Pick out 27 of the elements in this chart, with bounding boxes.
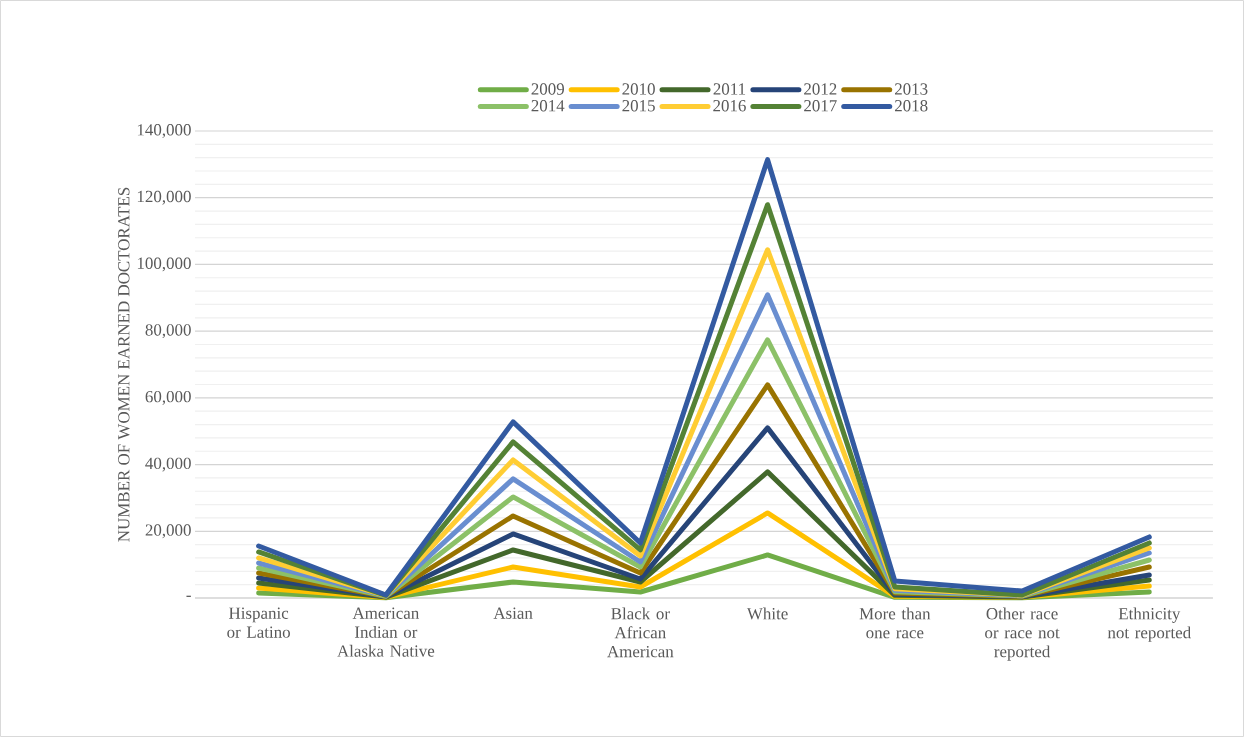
- y-tick-label: 120,000: [137, 190, 191, 205]
- legend-label: 2017: [804, 100, 837, 112]
- legend-label: 2011: [713, 83, 746, 95]
- x-tick-label: Asian: [493, 607, 533, 619]
- y-tick-label: 20,000: [145, 524, 191, 539]
- y-tick-label: 80,000: [145, 324, 191, 339]
- legend-label: 2018: [894, 100, 928, 112]
- x-tick-label: American Indian or Alaska Native: [337, 607, 435, 657]
- x-tick-label: Ethnicity not reported: [1107, 607, 1191, 642]
- legend-label: 2014: [531, 100, 565, 112]
- y-tick-label: 100,000: [137, 257, 191, 272]
- x-tick-label: Hispanic or Latino: [227, 607, 290, 638]
- y-axis-title: NUMBER OF WOMEN EARNED DOCTORATES: [118, 187, 130, 542]
- x-tick-label: More than one race: [859, 607, 931, 639]
- y-tick-label: 60,000: [145, 390, 191, 405]
- x-tick-label: White: [746, 607, 788, 620]
- legend-label: 2016: [713, 100, 746, 112]
- legend-label: 2013: [894, 83, 928, 95]
- legend-label: 2015: [622, 100, 655, 112]
- y-tick-label: 40,000: [145, 457, 191, 472]
- x-tick-label: Other race or race not reported: [985, 607, 1060, 661]
- legend-label: 2010: [622, 83, 655, 95]
- legend-label: 2012: [804, 83, 837, 95]
- x-tick-label: Black or African American: [607, 607, 674, 658]
- y-tick-label: -: [186, 595, 191, 597]
- y-tick-label: 140,000: [137, 124, 191, 138]
- legend-label: 2009: [531, 83, 564, 95]
